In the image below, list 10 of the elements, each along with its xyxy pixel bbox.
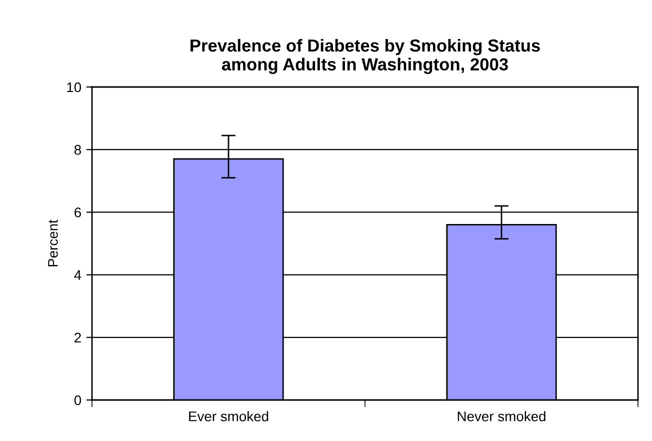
chart-title: Prevalence of Diabetes by Smoking Status among Adults in Washington, 2003 [190,38,540,74]
y-tick-label: 8 [74,144,81,155]
x-tick-label: Ever smoked [189,411,268,422]
y-tick-label: 2 [74,332,81,342]
y-tick-label: 10 [67,82,82,92]
y-tick-label: 0 [74,395,82,406]
y-tick-label: 4 [74,270,82,280]
y-axis-title: Percent [48,220,58,266]
y-tick-label: 6 [74,208,81,218]
x-tick-label: Never smoked [458,411,546,422]
